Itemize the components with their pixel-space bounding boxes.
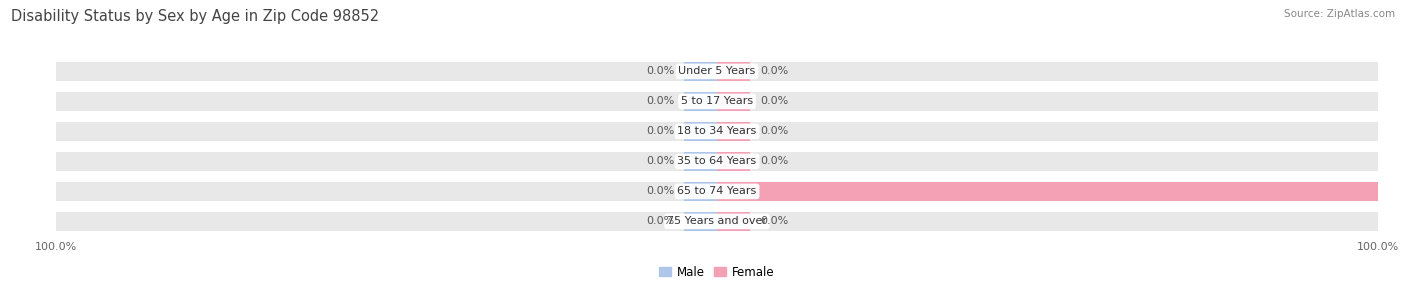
Text: 0.0%: 0.0% (761, 126, 789, 136)
Bar (717, 122, 751, 141)
Text: 0.0%: 0.0% (645, 126, 673, 136)
Text: 35 to 64 Years: 35 to 64 Years (678, 156, 756, 167)
Bar (717, 92, 751, 111)
Text: 18 to 34 Years: 18 to 34 Years (678, 126, 756, 136)
Bar (56, 62, 1378, 81)
Bar (56, 212, 1378, 231)
Bar (685, 212, 717, 231)
Text: Disability Status by Sex by Age in Zip Code 98852: Disability Status by Sex by Age in Zip C… (11, 9, 380, 24)
Bar (685, 62, 717, 81)
Text: 65 to 74 Years: 65 to 74 Years (678, 186, 756, 196)
Bar (56, 92, 1378, 111)
Legend: Male, Female: Male, Female (655, 261, 779, 283)
Text: Source: ZipAtlas.com: Source: ZipAtlas.com (1284, 9, 1395, 19)
Bar (717, 212, 751, 231)
Bar (717, 182, 1378, 201)
Text: 5 to 17 Years: 5 to 17 Years (681, 96, 754, 106)
Text: 0.0%: 0.0% (645, 66, 673, 76)
Bar (56, 152, 1378, 171)
Bar (56, 182, 1378, 201)
Bar (685, 92, 717, 111)
Text: 0.0%: 0.0% (761, 156, 789, 167)
Text: 0.0%: 0.0% (761, 96, 789, 106)
Bar (685, 182, 717, 201)
Bar (717, 152, 751, 171)
Text: 0.0%: 0.0% (645, 156, 673, 167)
Bar (56, 122, 1378, 141)
Text: 100.0%: 100.0% (1388, 186, 1406, 196)
Text: 0.0%: 0.0% (761, 217, 789, 226)
Text: 0.0%: 0.0% (645, 96, 673, 106)
Text: 75 Years and over: 75 Years and over (666, 217, 768, 226)
Bar (717, 62, 751, 81)
Text: 0.0%: 0.0% (761, 66, 789, 76)
Bar (685, 122, 717, 141)
Text: 0.0%: 0.0% (645, 217, 673, 226)
Text: 0.0%: 0.0% (645, 186, 673, 196)
Text: Under 5 Years: Under 5 Years (679, 66, 755, 76)
Bar (685, 152, 717, 171)
